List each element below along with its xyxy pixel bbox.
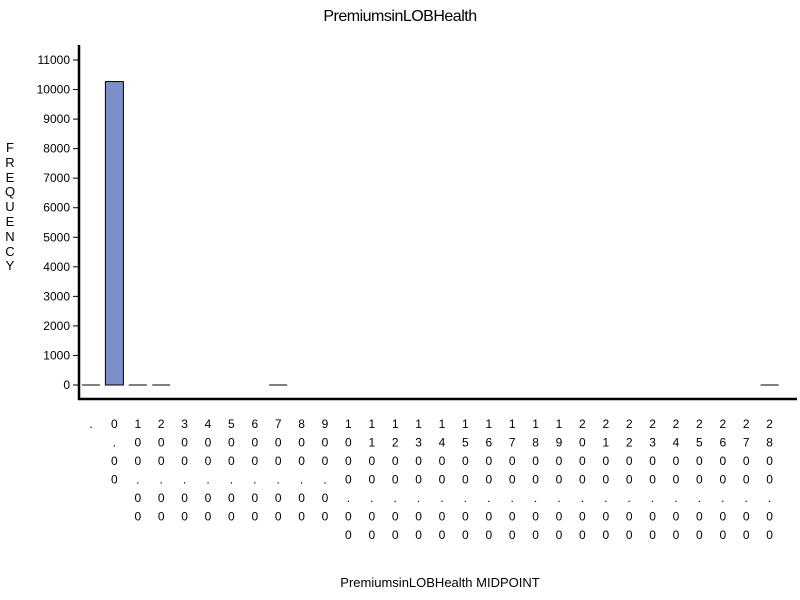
y-tick-label: 8000	[43, 142, 70, 156]
y-axis-label-letter: U	[5, 199, 15, 215]
y-tick-label: 10000	[37, 83, 71, 97]
y-tick-label: 11000	[38, 53, 71, 67]
y-tick-label: 2000	[43, 319, 70, 333]
y-axis-label-letter: C	[5, 243, 15, 259]
y-axis-label-letter: R	[5, 154, 15, 170]
y-axis-label-letter: F	[6, 140, 14, 155]
y-tick-label: 0	[63, 378, 70, 392]
chart-title: PremiumsinLOBHealth	[323, 8, 477, 25]
y-axis-label-letter: N	[5, 228, 15, 244]
y-tick-label: 1000	[43, 348, 70, 362]
y-tick-label: 9000	[43, 112, 70, 126]
bar	[104, 81, 124, 386]
x-tick-label: .	[89, 417, 92, 431]
y-axis-label-letter: E	[5, 169, 15, 185]
y-tick-label: 5000	[43, 230, 70, 244]
y-axis-label-letter: Y	[5, 258, 15, 274]
y-tick-label: 3000	[43, 289, 70, 303]
y-axis-label-letter: E	[5, 213, 15, 229]
y-axis-label-letter: Q	[4, 184, 16, 200]
x-axis-label: PremiumsinLOBHealth MIDPOINT	[340, 575, 540, 590]
y-tick-label: 4000	[43, 260, 70, 274]
y-tick-label: 7000	[43, 171, 70, 185]
y-tick-label: 6000	[43, 201, 70, 215]
